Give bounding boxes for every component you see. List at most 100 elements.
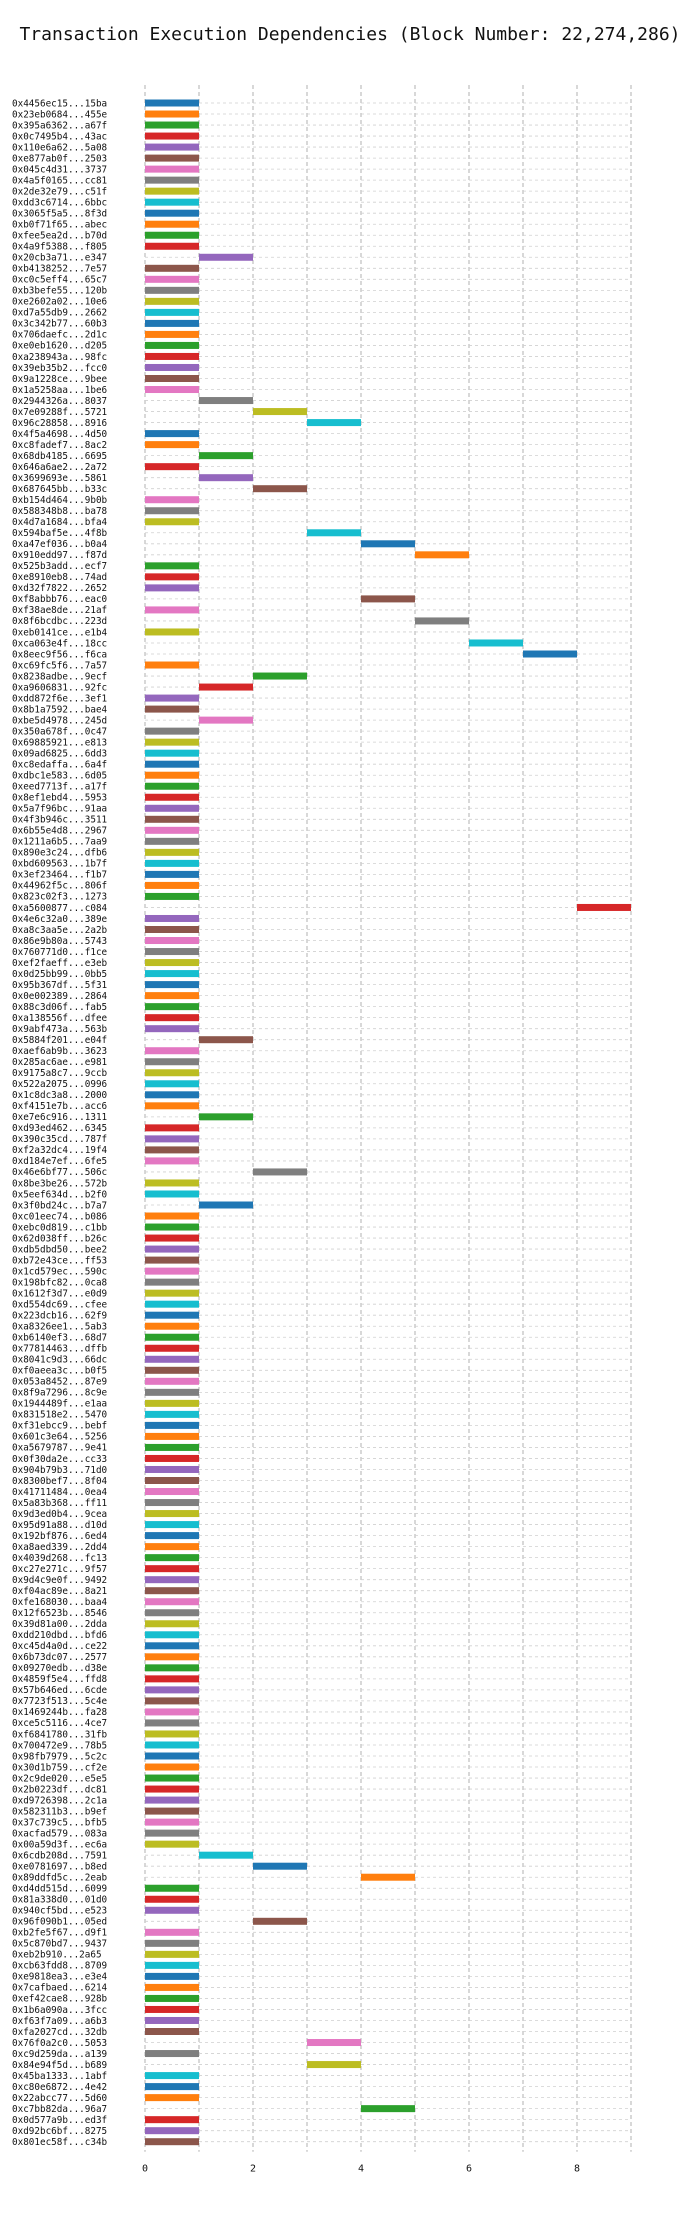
transaction-label: 0x39eb35b2...fcc0 [12,363,107,374]
x-tick-label: 6 [466,2164,472,2175]
transaction-label: 0xd7a55db9...2662 [12,308,107,319]
transaction-label: 0x7cafbaed...6214 [12,1983,108,1994]
transaction-bar [145,1840,199,1848]
transaction-label: 0x687645bb...b33c [12,484,107,495]
transaction-label: 0x2944326a...8037 [12,396,107,407]
transaction-label: 0x395a6362...a67f [12,120,107,131]
transaction-label: 0xf31ebcc9...bebf [12,1421,107,1432]
transaction-label: 0x20cb3a71...e347 [12,253,107,264]
transaction-label: 0x192bf876...6ed4 [12,1531,108,1542]
transaction-label: 0x8ef1ebd4...5953 [12,793,107,804]
transaction-bar [145,1631,199,1639]
transaction-label: 0x1944489f...e1aa [12,1399,107,1410]
transaction-label: 0x053a8452...87e9 [12,1377,107,1388]
transaction-bar [145,1355,199,1363]
transaction-bar [145,1741,199,1749]
transaction-bar [145,1080,199,1088]
transaction-bar [145,1796,199,1804]
transaction-label: 0x5eef634d...b2f0 [12,1189,107,1200]
transaction-bar [145,1510,199,1518]
transaction-label: 0xf6841780...31fb [12,1729,108,1740]
transaction-label: 0x22abcc77...5d60 [12,2093,107,2104]
transaction-bar [145,1719,199,1727]
transaction-label: 0x8be3be26...572b [12,1178,108,1189]
transaction-label: 0x6b73dc07...2577 [12,1652,107,1663]
transaction-bar [145,1774,199,1782]
transaction-bar [145,1333,199,1341]
transaction-bar [145,892,199,900]
transaction-bar [145,176,199,184]
transaction-bar [523,650,577,658]
transaction-bar [145,1972,199,1980]
transaction-bar [577,903,631,911]
transaction-bar [145,1058,199,1066]
transaction-label: 0x62d038ff...b26c [12,1233,107,1244]
transaction-bar [145,1543,199,1551]
transaction-bar [145,386,199,394]
transaction-label: 0xb6140ef3...68d7 [12,1333,107,1344]
transaction-bar [145,1465,199,1473]
transaction-bar [145,1366,199,1374]
transaction-label: 0x5a83b368...ff11 [12,1498,107,1509]
transaction-label: 0x706daefc...2d1c [12,330,107,341]
transaction-bar [145,859,199,867]
transaction-label: 0xd184e7ef...6fe5 [12,1156,107,1167]
transaction-label: 0xa8aed339...2dd4 [12,1542,108,1553]
transaction-bar [145,1124,199,1132]
transaction-label: 0xef2faeff...e3eb [12,958,108,969]
transaction-label: 0xf04ac89e...8a21 [12,1586,107,1597]
transaction-label: 0x88c3d06f...fab5 [12,1002,107,1013]
transaction-label: 0x6b55e4d8...2967 [12,826,107,837]
transaction-label: 0x98fb7979...5c2c [12,1751,107,1762]
transaction-bar [145,430,199,438]
transaction-label: 0xfee5ea2d...b70d [12,231,107,242]
transaction-bar [145,2005,199,2013]
transaction-bar [145,1939,199,1947]
transaction-bar [145,848,199,856]
transaction-bar [145,463,199,471]
transaction-label: 0x831518e2...5470 [12,1410,107,1421]
transaction-bar [199,716,253,724]
transaction-bar [145,1344,199,1352]
transaction-bar [145,970,199,978]
transaction-bar [145,881,199,889]
transaction-label: 0x8041c9d3...66dc [12,1355,107,1366]
transaction-bar [145,926,199,933]
transaction-label: 0xa8326ee1...5ab3 [12,1322,107,1333]
transaction-label: 0x3f0bd24c...b7a7 [12,1200,107,1211]
transaction-bar [145,132,199,140]
transaction-bar [145,1432,199,1440]
transaction-label: 0x7723f513...5c4e [12,1696,108,1707]
transaction-label: 0xe0781697...b8ed [12,1862,107,1873]
transaction-bar [307,2039,361,2047]
transaction-label: 0x9d4c9e0f...9492 [12,1575,107,1586]
transaction-label: 0xa5679787...9e41 [12,1443,107,1454]
transaction-bar [145,793,199,801]
transaction-label: 0x96c28858...8916 [12,418,107,429]
transaction-label: 0x30d1b759...cf2e [12,1762,108,1773]
transaction-bar [145,275,199,283]
transaction-label: 0xe877ab0f...2503 [12,153,107,164]
transaction-label: 0xc01eec74...b086 [12,1211,107,1222]
transaction-label: 0x12f6523b...8546 [12,1608,107,1619]
x-axis-ticks: 0 2 4 6 8 [142,2164,580,2175]
transaction-bar [145,1708,199,1716]
transaction-label: 0x89ddfd5c...2eab [12,1873,108,1884]
transaction-label: 0xb3befe55...120b [12,286,108,297]
transaction-bar [145,837,199,845]
transaction-label: 0xacfad579...083a [12,1828,107,1839]
transaction-label: 0x940cf5bd...e523 [12,1906,107,1917]
y-axis-labels: 0x4456ec15...15ba0x23eb0684...455e0x395a… [12,98,108,2148]
transaction-bar [145,1278,199,1286]
transaction-bar [145,1884,199,1892]
transaction-label: 0x350a678f...0c47 [12,726,107,737]
transaction-bar [145,1223,199,1231]
transaction-bar [145,606,199,614]
transaction-bar [145,1499,199,1507]
transaction-label: 0x86e9b80a...5743 [12,936,107,947]
transaction-label: 0xf63f7a09...a6b3 [12,2016,107,2027]
transaction-label: 0xbe5d4978...245d [12,715,107,726]
transaction-label: 0x39d81a00...2dda [12,1619,107,1630]
transaction-bar [361,540,415,548]
